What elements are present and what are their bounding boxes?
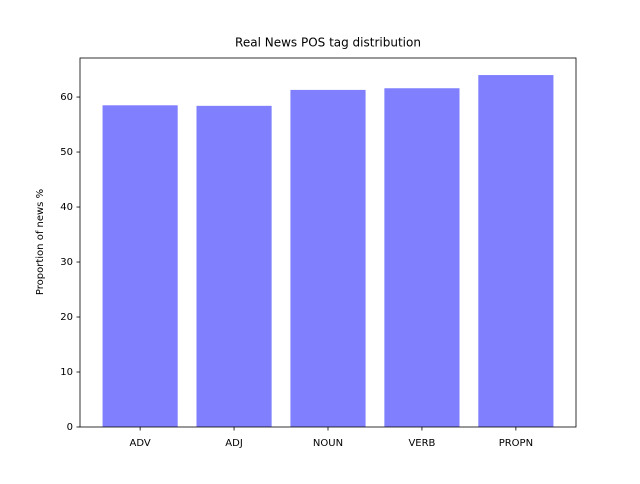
- bar: [102, 105, 178, 428]
- y-tick-label: 60: [60, 92, 73, 103]
- x-tick-label: ADJ: [225, 438, 243, 449]
- bar: [384, 88, 460, 427]
- plot-frame: [79, 57, 577, 428]
- y-tick-label: 10: [60, 367, 73, 378]
- x-tick-label: PROPN: [499, 438, 533, 449]
- y-axis-label: Proportion of news %: [35, 189, 46, 295]
- y-tick-label: 30: [60, 257, 73, 268]
- x-tick-label: VERB: [408, 438, 435, 449]
- bar: [290, 89, 366, 427]
- x-tick-label: ADV: [130, 438, 151, 449]
- y-tick-label: 40: [60, 202, 73, 213]
- y-tick-label: 50: [60, 147, 73, 158]
- bar: [478, 75, 554, 427]
- y-tick-label: 20: [60, 312, 73, 323]
- chart-title: Real News POS tag distribution: [235, 36, 421, 50]
- x-tick-label: NOUN: [313, 438, 343, 449]
- y-tick-label: 0: [67, 422, 73, 433]
- bar: [196, 105, 272, 428]
